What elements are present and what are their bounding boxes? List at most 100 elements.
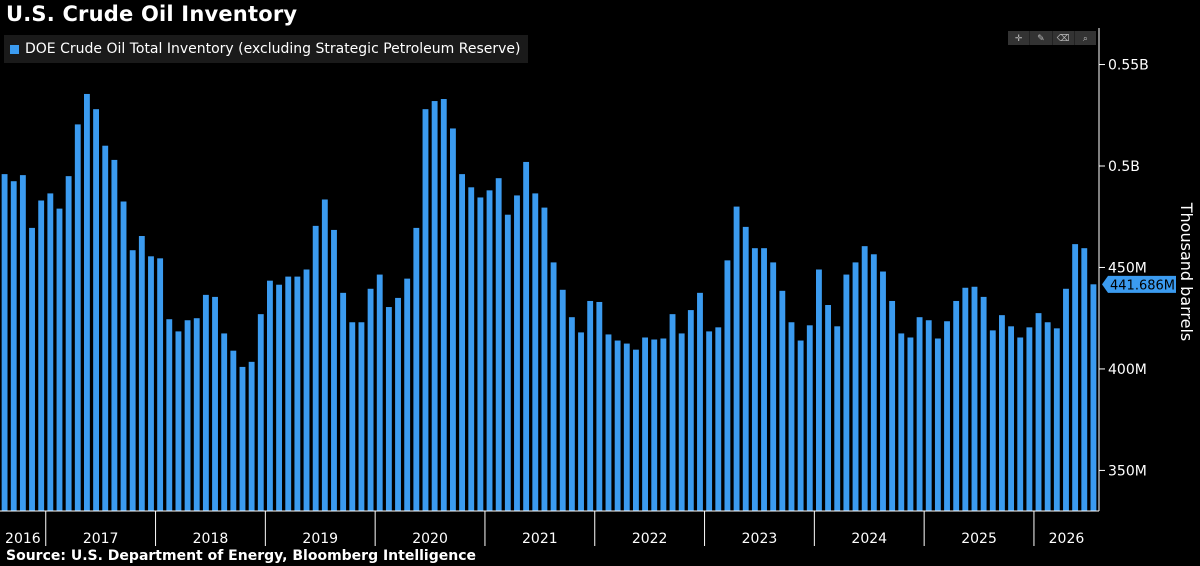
bar xyxy=(175,331,182,511)
bar xyxy=(74,124,81,512)
bar xyxy=(1053,328,1060,511)
zoom-icon[interactable]: ⌕ xyxy=(1082,33,1088,43)
bar xyxy=(962,287,969,511)
x-tick-label: 2022 xyxy=(632,531,668,547)
bar xyxy=(596,301,603,511)
bar xyxy=(971,286,978,511)
bar xyxy=(1035,313,1042,511)
pencil-icon[interactable]: ✎ xyxy=(1030,31,1053,45)
bar xyxy=(934,338,941,511)
bar xyxy=(376,274,383,511)
bar xyxy=(568,317,575,511)
bar xyxy=(184,320,191,511)
bar xyxy=(495,178,502,511)
bar xyxy=(1072,244,1079,511)
bar xyxy=(870,254,877,511)
bar xyxy=(843,274,850,511)
bar xyxy=(669,314,676,511)
y-axis-title: Thousand barrels xyxy=(1177,202,1196,341)
last-value-label: 441.686M xyxy=(1110,278,1175,293)
bar xyxy=(751,248,758,511)
bar xyxy=(825,305,832,511)
bar xyxy=(212,296,218,511)
bar xyxy=(852,262,859,511)
bar xyxy=(999,315,1005,511)
bar xyxy=(907,337,914,511)
bar xyxy=(56,208,63,511)
bar xyxy=(440,99,447,511)
bar xyxy=(980,296,987,511)
bar xyxy=(898,333,905,511)
bar xyxy=(925,320,932,511)
crosshair-icon[interactable]: ✛ xyxy=(1008,31,1031,45)
bar xyxy=(797,340,804,511)
bar xyxy=(861,246,868,511)
bar xyxy=(285,276,292,511)
bar xyxy=(1,174,8,511)
bar xyxy=(358,322,365,511)
bar xyxy=(651,339,658,511)
bar xyxy=(65,176,72,511)
bar xyxy=(559,289,566,511)
bar xyxy=(468,187,475,511)
x-tick-label: 2017 xyxy=(83,531,119,547)
bar xyxy=(1017,337,1024,511)
bar xyxy=(257,314,264,511)
bar xyxy=(267,280,273,511)
bar xyxy=(29,227,35,511)
bar xyxy=(724,260,731,511)
x-tick-label: 2026 xyxy=(1049,531,1085,547)
bar xyxy=(10,181,17,511)
bar xyxy=(742,226,749,511)
x-tick-label: 2016 xyxy=(5,531,41,547)
source-note: Source: U.S. Department of Energy, Bloom… xyxy=(6,548,477,564)
bar xyxy=(102,145,109,511)
bar xyxy=(459,174,466,511)
y-tick-label: 0.5B xyxy=(1108,159,1140,175)
bar xyxy=(404,278,411,511)
bar xyxy=(450,128,456,511)
bar xyxy=(367,288,374,511)
bar xyxy=(202,294,209,511)
bar xyxy=(587,300,594,511)
eraser-icon[interactable]: ⌫ xyxy=(1053,31,1075,45)
y-tick-label: 450M xyxy=(1108,260,1147,276)
bar xyxy=(523,161,530,511)
bar xyxy=(660,338,667,511)
bar xyxy=(138,236,145,511)
bar xyxy=(413,227,420,511)
legend: DOE Crude Oil Total Inventory (excluding… xyxy=(4,35,529,63)
bar xyxy=(431,101,438,511)
bar xyxy=(541,207,548,511)
y-tick-label: 400M xyxy=(1108,362,1147,378)
bar xyxy=(193,318,200,511)
bar xyxy=(111,159,118,511)
bar xyxy=(770,262,777,511)
bar xyxy=(953,300,960,511)
bar xyxy=(706,331,713,511)
bar xyxy=(129,250,136,511)
bar xyxy=(880,271,886,511)
bar xyxy=(248,361,255,511)
bar xyxy=(944,321,950,511)
bar xyxy=(166,319,173,511)
bar xyxy=(477,197,484,511)
bar xyxy=(276,284,283,511)
bar xyxy=(294,276,301,511)
bar xyxy=(514,195,520,511)
bar xyxy=(916,317,923,511)
bar xyxy=(697,292,703,511)
bar xyxy=(395,297,401,511)
chart-title: U.S. Crude Oil Inventory xyxy=(6,2,298,26)
x-tick-label: 2025 xyxy=(961,531,997,547)
bar xyxy=(19,175,26,511)
bar xyxy=(678,333,685,511)
x-tick-label: 2020 xyxy=(412,531,448,547)
bar xyxy=(623,343,630,511)
bar xyxy=(385,307,392,511)
bar xyxy=(642,337,649,511)
bar xyxy=(221,333,228,511)
bar xyxy=(504,214,511,511)
bar xyxy=(349,322,356,511)
